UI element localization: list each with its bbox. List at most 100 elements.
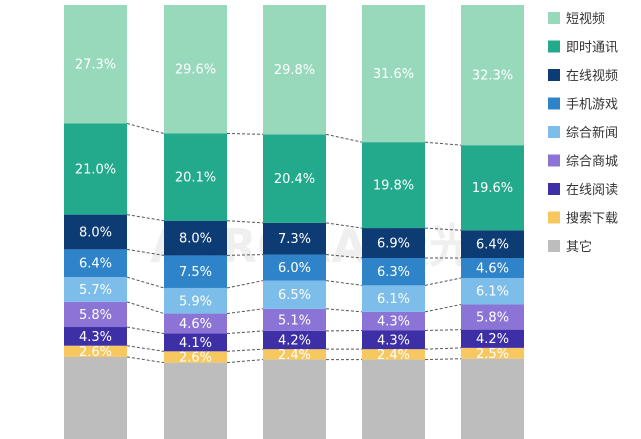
data-label: 4.3%	[79, 330, 112, 345]
connector-line	[424, 358, 462, 361]
bar-segment	[263, 254, 326, 281]
bar-segment	[64, 301, 127, 328]
data-label: 6.0%	[278, 261, 311, 276]
connector-line	[424, 347, 462, 350]
data-label: 4.3%	[377, 315, 410, 330]
connector-line	[126, 214, 165, 222]
connector-line	[126, 301, 165, 315]
data-label: 6.4%	[79, 257, 112, 272]
connector-line	[325, 308, 363, 313]
connector-line	[226, 308, 264, 315]
data-label: 7.5%	[179, 265, 212, 280]
bar-segment	[362, 142, 425, 229]
connector-line	[325, 133, 363, 143]
connector-line	[126, 276, 165, 289]
data-label: 2.4%	[278, 348, 311, 363]
bar-segment	[461, 347, 524, 359]
data-label: 7.3%	[278, 232, 311, 247]
legend-label: 手机游戏	[566, 98, 618, 113]
bar-segment	[461, 358, 524, 439]
bar-segment	[64, 277, 127, 302]
data-label: 6.1%	[476, 285, 509, 300]
connector-line	[126, 326, 165, 335]
data-label: 2.5%	[476, 347, 509, 362]
bar-segment	[461, 145, 524, 231]
data-label: 6.9%	[377, 237, 410, 252]
legend-label: 其它	[566, 239, 592, 255]
data-label: 19.8%	[373, 179, 414, 194]
connector-line	[424, 329, 462, 331]
bar-segment	[64, 5, 127, 124]
data-label: 6.4%	[476, 238, 509, 253]
legend-label: 综合商城	[566, 155, 618, 170]
data-label: 6.1%	[377, 292, 410, 307]
data-label: 5.1%	[278, 313, 311, 328]
data-label: 5.8%	[476, 311, 509, 326]
connector-lines	[126, 122, 462, 364]
bar-segment	[64, 214, 127, 250]
legend-swatch	[548, 154, 560, 167]
legend-label: 即时通讯	[566, 41, 618, 56]
bar-segment	[362, 5, 425, 143]
data-label: 2.6%	[79, 345, 112, 360]
data-label: 21.0%	[75, 163, 116, 178]
legend-label: 短视频	[566, 12, 605, 27]
bar-segment	[164, 313, 227, 334]
legend-swatch	[548, 97, 560, 110]
bar-segment	[362, 349, 425, 360]
legend-swatch	[548, 40, 560, 53]
legend-label: 搜索下载	[566, 212, 618, 227]
bar-segment	[64, 327, 127, 346]
bars-group	[64, 5, 524, 439]
bar-segment	[263, 134, 326, 223]
data-label: 6.5%	[278, 288, 311, 303]
data-label: 4.1%	[179, 336, 212, 351]
data-label: 4.6%	[179, 317, 212, 332]
legend-swatch	[548, 183, 560, 195]
data-label: 27.3%	[75, 58, 116, 73]
connector-line	[226, 132, 264, 135]
bar-segment	[164, 333, 227, 352]
bar-segment	[164, 220, 227, 256]
connector-line	[226, 220, 264, 224]
connector-line	[226, 280, 264, 289]
connector-line	[325, 222, 363, 229]
data-label: 20.1%	[175, 171, 216, 186]
bar-segment	[263, 349, 326, 360]
legend-label: 在线阅读	[566, 183, 618, 198]
bar-segment	[263, 308, 326, 331]
data-label: 6.3%	[377, 265, 410, 280]
bar-segment	[461, 258, 524, 278]
data-label: 4.2%	[476, 332, 509, 347]
bar-segment	[164, 362, 227, 439]
bar-segment	[461, 5, 524, 146]
bar-segment	[263, 222, 326, 255]
connector-line	[226, 254, 264, 256]
legend-swatch	[548, 126, 560, 138]
data-label: 2.6%	[179, 350, 212, 365]
data-label: 5.9%	[179, 294, 212, 309]
data-label: 5.7%	[79, 283, 112, 298]
data-label: 20.4%	[274, 172, 315, 187]
data-labels: 2.6% 2.6% 2.4% 2.4% 2.5% 4.3% 4.1% 4.2% 4.3% 4.2%…	[75, 58, 513, 366]
data-label: 8.0%	[79, 225, 112, 240]
bar-segment	[362, 258, 425, 286]
data-label: 5.8%	[79, 308, 112, 323]
bar-segment	[362, 330, 425, 350]
data-label: 32.3%	[472, 69, 513, 84]
bar-segment	[164, 5, 227, 134]
bar-segment	[164, 351, 227, 363]
connector-line	[226, 359, 264, 364]
connector-line	[424, 227, 462, 231]
connector-line	[424, 141, 462, 146]
bar-segment	[164, 255, 227, 288]
data-label: 4.6%	[476, 262, 509, 277]
data-label: 8.0%	[179, 232, 212, 247]
data-label: 29.8%	[274, 63, 315, 78]
connector-line	[424, 277, 462, 286]
data-label: 2.4%	[377, 348, 410, 363]
bar-segment	[263, 359, 326, 439]
